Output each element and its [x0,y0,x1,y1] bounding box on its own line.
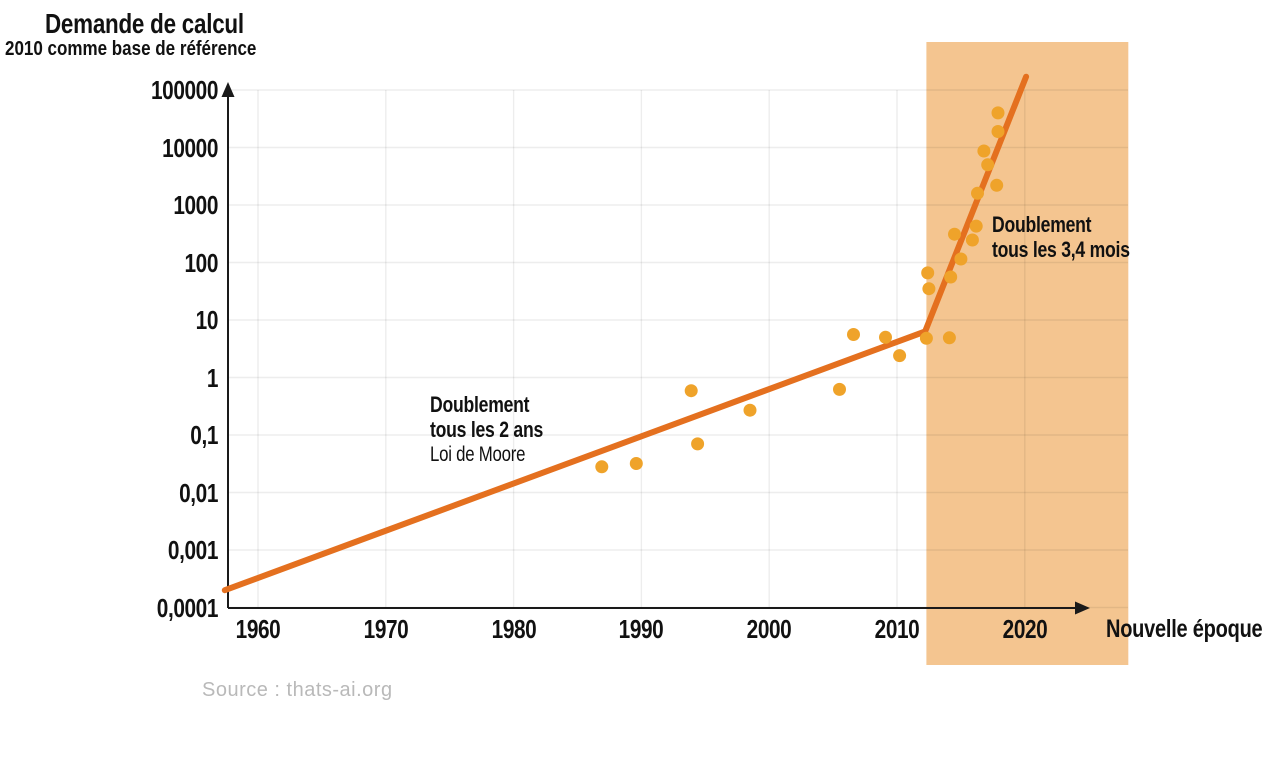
data-point [977,144,991,158]
data-point [847,328,860,341]
data-point [684,384,698,398]
annotation-moore-law: Doublement tous les 2 ans Loi de Moore [430,392,571,467]
data-point [990,178,1004,192]
x-tick-label: 1980 [491,614,536,644]
y-tick-label: 1 [206,362,219,393]
annotation-moore-line1: Doublement [430,392,530,417]
x-tick-label: 2020 [1002,614,1048,644]
data-point [879,330,892,344]
x-tick-label: 1970 [363,614,409,644]
x-tick-label: 2010 [874,614,920,644]
data-point [948,227,961,241]
data-point [691,437,705,451]
data-point [922,282,936,296]
y-axis-arrow [221,82,235,97]
data-point [954,252,968,266]
y-tick-label: 10 [195,305,219,335]
y-tick-label: 100 [184,247,218,278]
y-tick-label: 10000 [162,132,218,163]
data-point [893,349,907,363]
annotation-moore-line2: tous les 2 ans [430,417,544,442]
x-axis-title: Nouvelle époque [1106,615,1263,643]
annotation-new-era-line2: tous les 3,4 mois [992,237,1130,262]
data-point [629,457,643,470]
data-point [971,186,984,200]
chart-title: Demande de calcul [45,8,244,39]
chart-subtitle: 2010 comme base de référence [5,38,257,60]
data-point [981,158,995,172]
x-tick-label: 2000 [746,614,792,644]
data-point [743,403,757,417]
y-tick-label: 100000 [150,75,218,105]
y-tick-label: 0,01 [179,477,218,508]
x-axis-arrow [1075,601,1090,615]
trend-line [221,73,1030,594]
data-point [595,460,609,474]
y-tick-label: 1000 [173,190,218,220]
x-tick-label: 1990 [619,614,664,644]
data-point [991,106,1005,120]
data-point [921,266,935,280]
data-point [965,233,979,247]
data-point [969,219,983,233]
annotation-new-era: Doublement tous les 3,4 mois [992,212,1164,262]
data-point [944,270,958,284]
data-point [833,382,846,396]
annotation-new-era-line1: Doublement [992,212,1092,237]
data-point [991,125,1005,138]
data-point [942,331,956,345]
y-tick-label: 0,1 [190,420,218,450]
y-tick-label: 0,001 [167,535,218,565]
y-tick-label: 0,0001 [156,592,219,623]
highlight-band [926,42,1129,665]
annotation-moore-line3: Loi de Moore [430,443,526,466]
source-credit: Source : thats-ai.org [202,679,393,701]
data-point [919,331,933,345]
x-tick-label: 1960 [235,614,281,644]
